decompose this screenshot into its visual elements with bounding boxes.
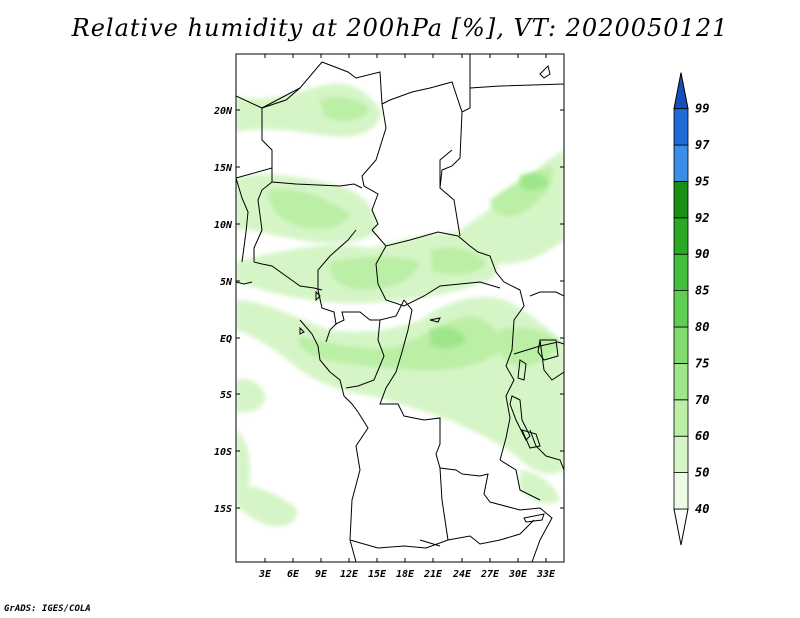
lat-label: 20N xyxy=(213,106,233,117)
colorbar-label: 85 xyxy=(695,284,709,298)
colorbar-low-triangle xyxy=(673,508,689,546)
colorbar-segment xyxy=(673,472,689,510)
lon-label: 24E xyxy=(452,569,472,580)
lat-ticks xyxy=(236,109,564,509)
lon-label: 9E xyxy=(315,569,328,580)
colorbar-label: 80 xyxy=(695,320,709,334)
lon-ticks xyxy=(264,54,547,562)
lat-label: 5S xyxy=(220,390,232,401)
colorbar-segment xyxy=(673,144,689,182)
colorbar-segment xyxy=(673,253,689,291)
colorbar-segment xyxy=(673,399,689,437)
colorbar-label: 97 xyxy=(695,138,710,152)
lon-label: 21E xyxy=(423,569,443,580)
colorbar-segment xyxy=(673,290,689,328)
colorbar-segment xyxy=(673,435,689,474)
colorbar-label: 70 xyxy=(695,393,709,407)
lat-label: EQ xyxy=(220,334,232,345)
lat-label: 15N xyxy=(214,163,233,174)
colorbar-label: 75 xyxy=(695,356,709,370)
grads-credit: GrADS: IGES/COLA xyxy=(4,604,91,614)
lat-label: 10N xyxy=(214,220,233,231)
colorbar-segment xyxy=(673,180,689,219)
colorbar: 40 50 60 70 75 80 85 90 92 95 97 99 xyxy=(673,72,710,546)
colorbar-segment xyxy=(673,217,689,255)
lon-label: 15E xyxy=(368,569,387,580)
map-frame xyxy=(235,53,565,563)
lat-label: 5N xyxy=(220,277,233,288)
lat-label: 10S xyxy=(214,447,232,458)
chart-title: Relative humidity at 200hPa [%], VT: 202… xyxy=(71,14,729,42)
colorbar-label: 40 xyxy=(695,502,709,516)
colorbar-label: 50 xyxy=(695,466,709,480)
lon-label: 27E xyxy=(480,569,500,580)
colorbar-label: 60 xyxy=(695,429,709,443)
lon-label: 6E xyxy=(287,569,300,580)
humidity-shading xyxy=(236,83,564,527)
lat-label: 15S xyxy=(214,504,232,515)
colorbar-segment xyxy=(673,108,689,146)
colorbar-label: 99 xyxy=(695,102,709,116)
lon-label: 33E xyxy=(536,569,556,580)
colorbar-segment xyxy=(673,362,689,401)
colorbar-label: 92 xyxy=(695,211,709,225)
lon-label: 18E xyxy=(396,569,415,580)
colorbar-label: 95 xyxy=(695,174,709,188)
country-borders xyxy=(236,54,564,562)
lon-label: 30E xyxy=(508,569,528,580)
lakes xyxy=(299,65,559,523)
colorbar-high-triangle xyxy=(673,72,689,110)
lon-label: 3E xyxy=(258,569,272,580)
lon-label: 12E xyxy=(340,569,359,580)
colorbar-segment xyxy=(673,326,689,364)
colorbar-label: 90 xyxy=(695,247,709,261)
